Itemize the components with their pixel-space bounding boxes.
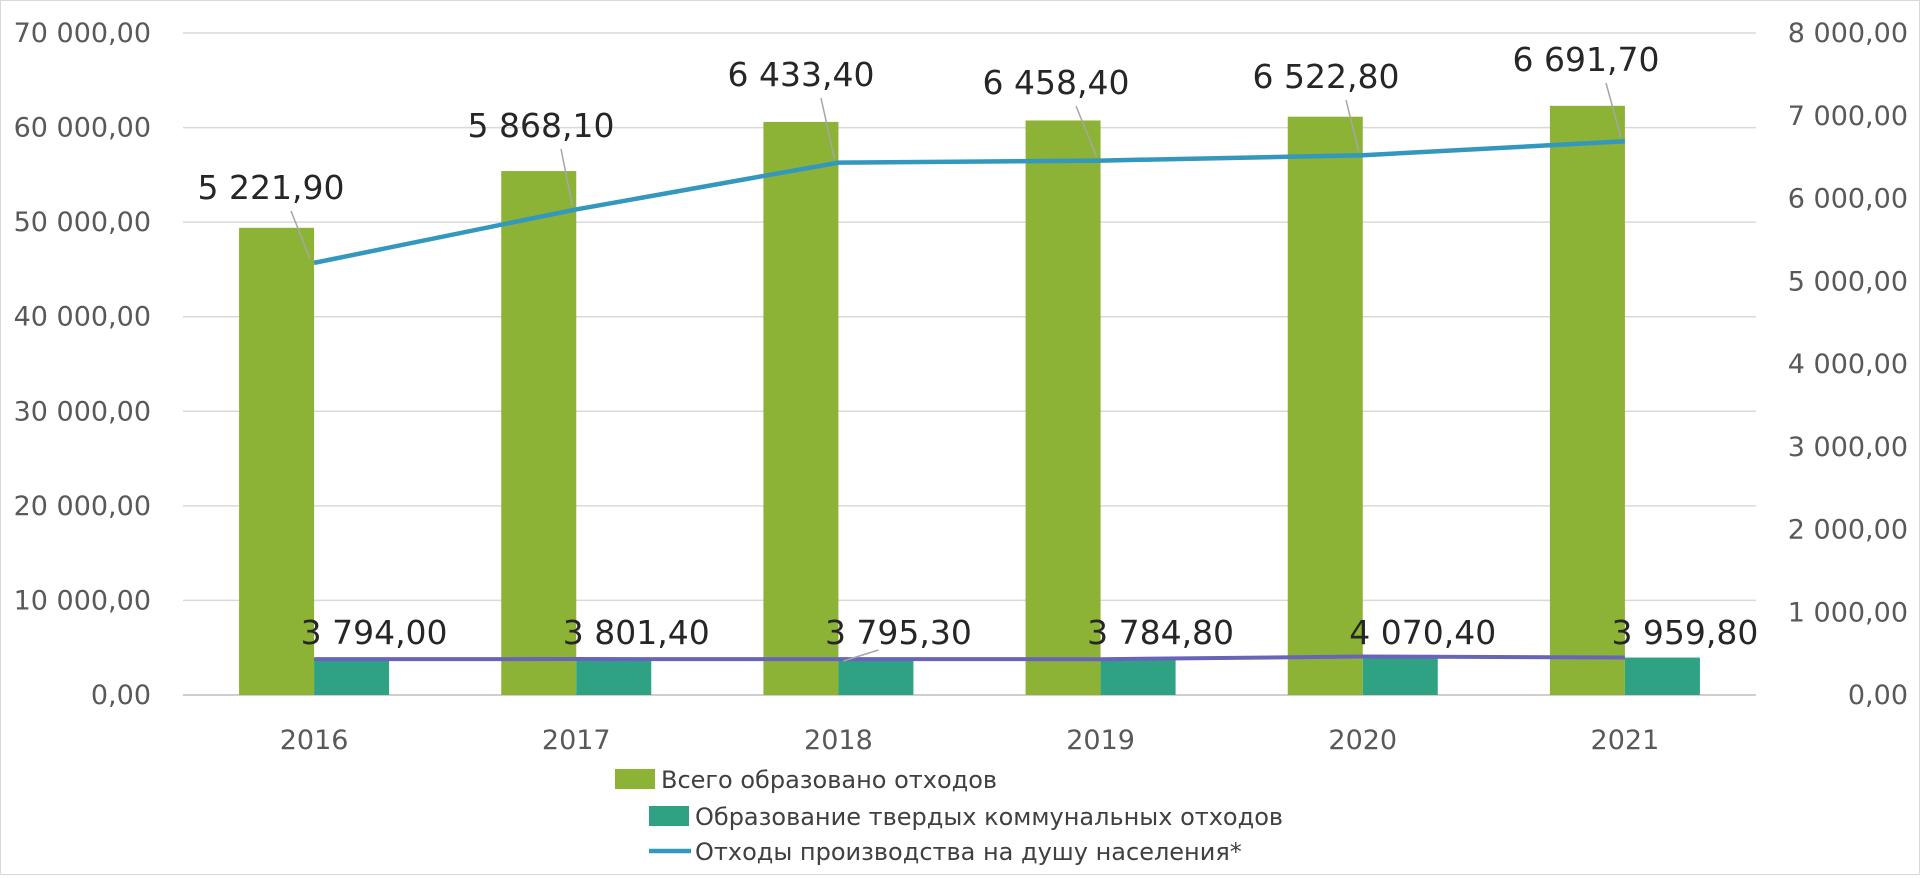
- x-tick-label: 2016: [280, 725, 349, 756]
- leader-line: [560, 148, 573, 206]
- y-right-tick-label: 8 000,00: [1788, 18, 1908, 49]
- y-left-tick-label: 0,00: [91, 680, 151, 711]
- leader-line: [290, 210, 311, 260]
- x-tick-label: 2018: [804, 725, 873, 756]
- y-right-tick-label: 1 000,00: [1788, 597, 1908, 628]
- legend: Всего образовано отходов Образование твер…: [615, 766, 1283, 866]
- x-tick-label: 2020: [1328, 725, 1397, 756]
- gridlines: [183, 32, 1756, 696]
- bar-total-waste: [239, 227, 315, 695]
- y-right-tick-label: 2 000,00: [1788, 515, 1908, 546]
- data-label-per-capita: 6 433,40: [728, 55, 875, 94]
- data-label-solid-municipal-waste: 3 784,80: [1087, 613, 1234, 652]
- data-label-per-capita: 5 868,10: [468, 106, 615, 145]
- data-labels: 5 221,90 5 868,10 6 433,40 6 458,40 6 522,80…: [198, 40, 1758, 662]
- data-label-per-capita: 6 691,70: [1513, 40, 1660, 79]
- x-tick-label: 2021: [1591, 725, 1660, 756]
- y-left-tick-label: 20 000,00: [14, 491, 151, 522]
- bar-solid-municipal-waste: [314, 659, 390, 695]
- legend-swatch: [649, 806, 689, 826]
- bar-solid-municipal-waste: [1624, 657, 1700, 695]
- y-left-tick-label: 50 000,00: [14, 207, 151, 238]
- y-right-tick-label: 0,00: [1848, 680, 1908, 711]
- line-per-capita-waste: [313, 139, 1626, 266]
- legend-swatch: [615, 769, 655, 789]
- y-left-tick-label: 30 000,00: [14, 396, 151, 427]
- data-label-solid-municipal-waste: 3 801,40: [563, 613, 710, 652]
- y-right-tick-label: 3 000,00: [1788, 432, 1908, 463]
- bar-solid-municipal-waste: [1100, 659, 1176, 695]
- data-label-solid-municipal-waste: 3 959,80: [1611, 613, 1758, 652]
- axes: 0,00 10 000,00 20 000,00 30 000,00 40 000,00…: [14, 18, 1908, 756]
- y-right-tick-label: 5 000,00: [1788, 266, 1908, 297]
- data-label-per-capita: 6 458,40: [983, 63, 1130, 102]
- data-label-per-capita: 5 221,90: [198, 168, 345, 207]
- leader-line: [1605, 82, 1622, 138]
- leader-line: [843, 649, 879, 662]
- legend-label: Отходы производства на душу населения*: [695, 838, 1242, 866]
- bar-total-waste: [1287, 116, 1363, 695]
- data-label-solid-municipal-waste: 3 795,30: [825, 613, 972, 652]
- line-solid-municipal-waste: [314, 654, 1625, 662]
- leader-line: [1075, 105, 1098, 157]
- lines: [313, 139, 1626, 662]
- leader-line: [820, 97, 836, 159]
- bar-total-waste: [1025, 120, 1101, 695]
- x-tick-label: 2017: [542, 725, 611, 756]
- y-right-tick-label: 7 000,00: [1788, 101, 1908, 132]
- leader-line: [1345, 99, 1360, 152]
- legend-label: Образование твердых коммунальных отходов: [695, 803, 1283, 831]
- bar-solid-municipal-waste: [1362, 656, 1438, 695]
- y-left-tick-label: 40 000,00: [14, 302, 151, 333]
- y-right-tick-label: 4 000,00: [1788, 349, 1908, 380]
- bar-total-waste: [1549, 105, 1625, 695]
- legend-label: Всего образовано отходов: [661, 766, 997, 794]
- data-label-solid-municipal-waste: 4 070,40: [1349, 613, 1496, 652]
- y-left-tick-label: 70 000,00: [14, 18, 151, 49]
- y-left-tick-label: 10 000,00: [14, 585, 151, 616]
- data-label-per-capita: 6 522,80: [1253, 57, 1400, 96]
- bar-solid-municipal-waste: [838, 659, 914, 695]
- y-right-tick-label: 6 000,00: [1788, 184, 1908, 215]
- bars: [239, 105, 1700, 695]
- y-left-tick-label: 60 000,00: [14, 113, 151, 144]
- x-tick-label: 2019: [1066, 725, 1135, 756]
- bar-total-waste: [763, 121, 839, 695]
- data-label-solid-municipal-waste: 3 794,00: [301, 613, 448, 652]
- bar-solid-municipal-waste: [576, 659, 652, 695]
- bar-total-waste: [501, 171, 577, 695]
